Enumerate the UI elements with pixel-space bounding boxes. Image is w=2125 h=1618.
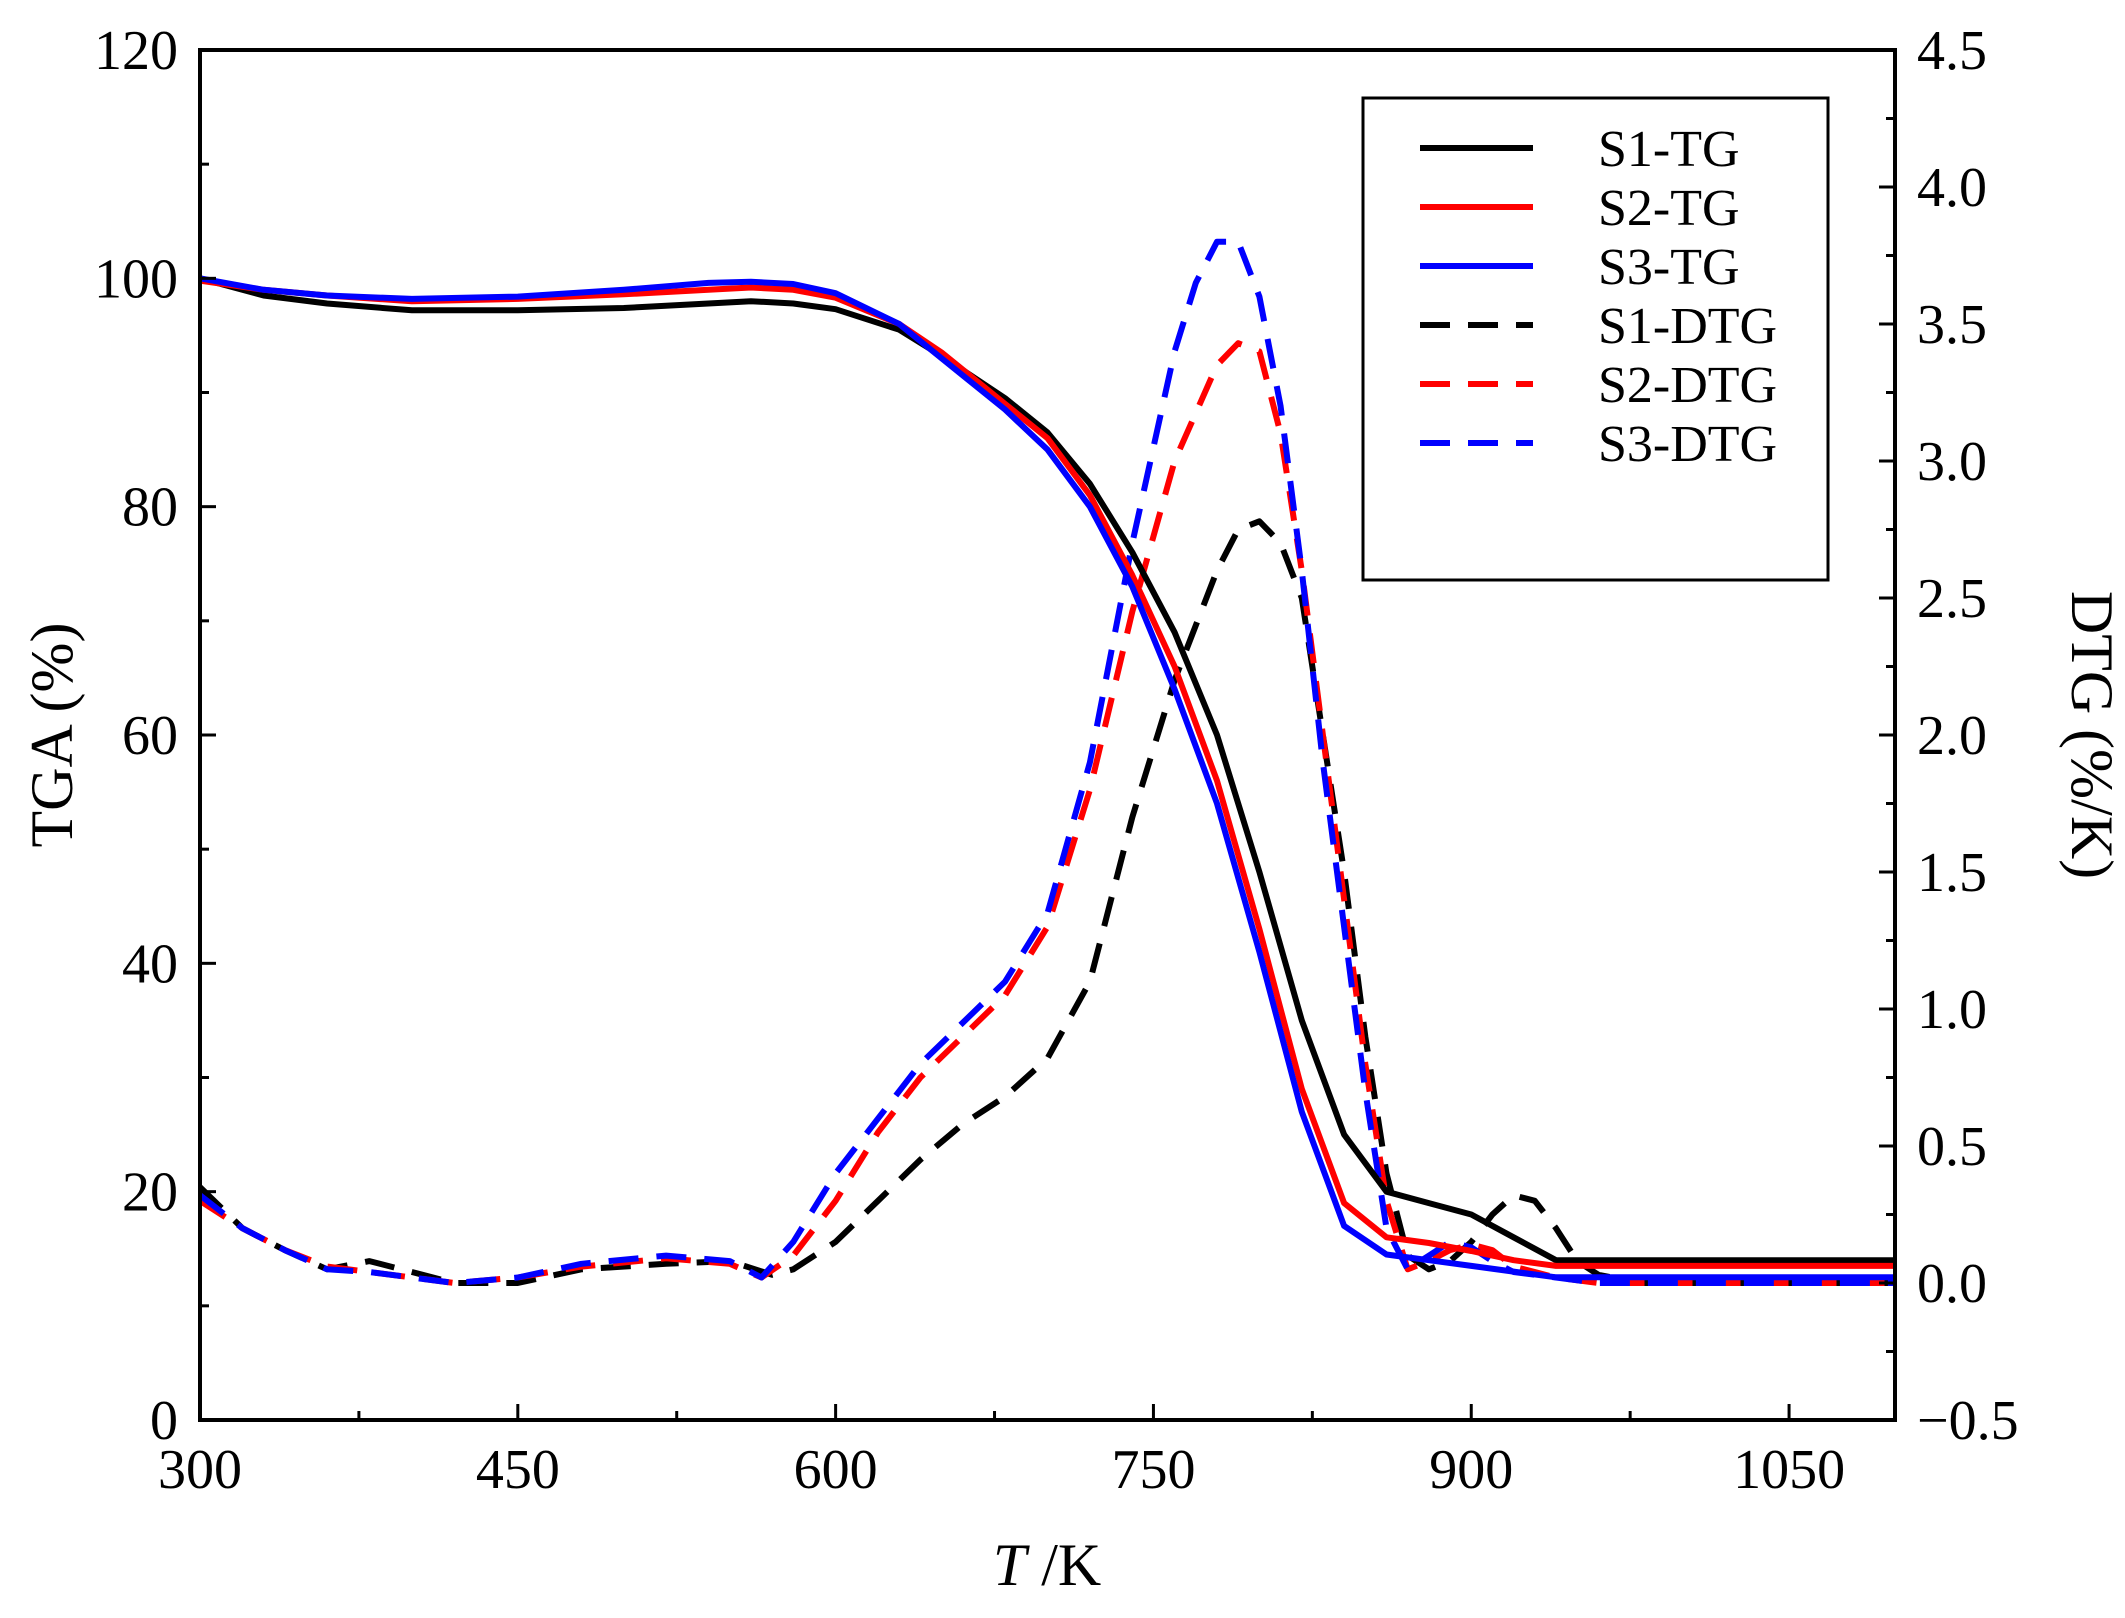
y-left-tick-label: 120	[94, 20, 178, 82]
y-right-tick-label: 4.5	[1917, 20, 1987, 82]
x-tick-label: 750	[1111, 1439, 1195, 1501]
plot-layer	[197, 238, 1895, 1286]
y-right-tick-label: 2.0	[1917, 705, 1987, 767]
y-axis-title-left: TGA (%)	[19, 623, 85, 848]
y-left-tick-label: 60	[122, 705, 178, 767]
y-right-tick-label: 0.5	[1917, 1116, 1987, 1178]
y-right-tick-label: 0.0	[1917, 1253, 1987, 1315]
y-right-tick-label: 4.0	[1917, 157, 1987, 219]
x-tick-label: 1050	[1733, 1439, 1845, 1501]
y-right-tick-label: 1.5	[1917, 842, 1987, 904]
x-axis-title-variable: T	[993, 1532, 1030, 1598]
tick-layer: 300 450 600 750 900 1050 0 20 40 60 80 100 120 −0.5 0.…	[94, 20, 2019, 1501]
series-line-s3-tg	[199, 275, 1895, 1281]
series-line-s1-dtg	[197, 518, 1895, 1286]
series-line-s1-tg	[199, 275, 1895, 1264]
y-right-tick-label: −0.5	[1917, 1390, 2019, 1452]
legend-label-s3-tg: S3-TG	[1598, 239, 1740, 296]
y-right-tick-label: 3.5	[1917, 294, 1987, 356]
legend-label-s1-tg: S1-TG	[1598, 121, 1740, 178]
x-tick-label: 300	[158, 1439, 242, 1501]
legend-box	[1361, 96, 1830, 582]
series-line-s3-dtg	[198, 238, 1895, 1286]
x-tick-label: 600	[794, 1439, 878, 1501]
legend-label-s3-dtg: S3-DTG	[1598, 416, 1777, 473]
y-right-tick-label: 2.5	[1917, 568, 1987, 630]
x-tick-label: 900	[1429, 1439, 1513, 1501]
y-left-tick-label: 80	[122, 477, 178, 539]
series-line-s2-dtg	[198, 340, 1895, 1286]
legend-label-s1-dtg: S1-DTG	[1598, 298, 1777, 355]
x-tick-label: 450	[476, 1439, 560, 1501]
x-axis-title-unit: /K	[1026, 1532, 1101, 1598]
y-left-tick-label: 40	[122, 933, 178, 995]
y-right-tick-label: 3.0	[1917, 431, 1987, 493]
y-left-tick-label: 100	[94, 248, 178, 310]
legend-label-s2-tg: S2-TG	[1598, 180, 1740, 237]
y-left-tick-label: 0	[150, 1390, 178, 1452]
y-right-tick-label: 1.0	[1917, 979, 1987, 1041]
legend-label-s2-dtg: S2-DTG	[1598, 357, 1777, 414]
x-axis-title: T /K	[993, 1532, 1101, 1598]
y-left-tick-label: 20	[122, 1162, 178, 1224]
series-line-s2-tg	[199, 277, 1895, 1269]
y-axis-title-right: DTG (%/K)	[2059, 591, 2125, 879]
